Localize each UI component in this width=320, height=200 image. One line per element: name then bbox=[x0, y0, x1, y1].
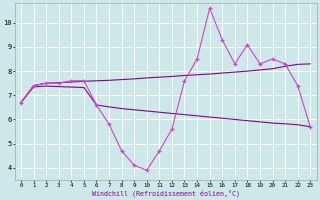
X-axis label: Windchill (Refroidissement éolien,°C): Windchill (Refroidissement éolien,°C) bbox=[92, 189, 240, 197]
